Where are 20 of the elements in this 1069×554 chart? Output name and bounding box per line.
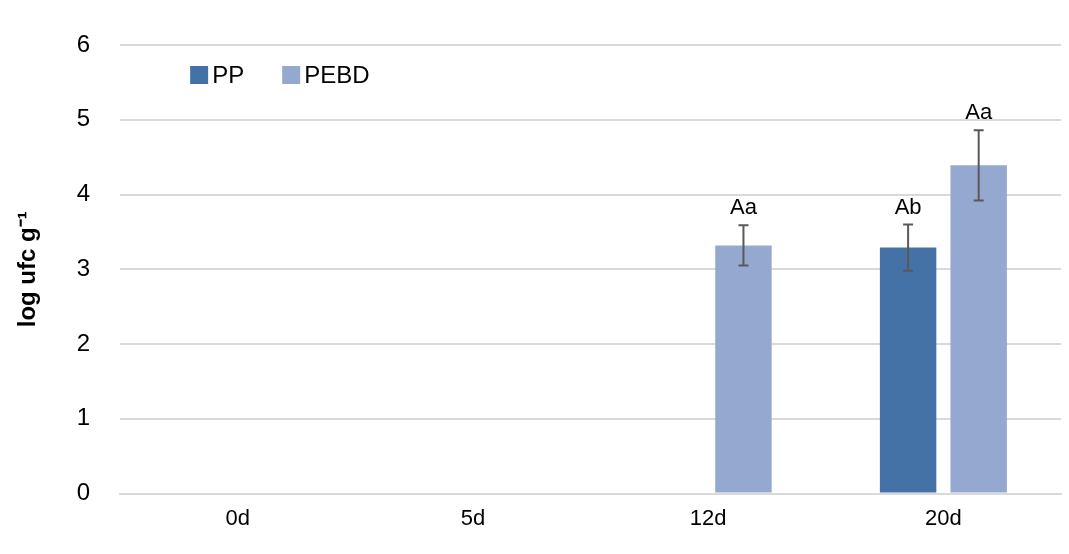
y-tick-label: 0 [76,478,91,506]
bar [715,245,772,493]
y-axis-title: log ufc g⁻¹ [13,211,41,328]
y-tick-label: 1 [76,403,91,431]
x-tick-label: 12d [689,504,727,530]
bar [879,247,937,493]
x-tick-label: 5d [460,504,486,530]
legend-label: PP [212,60,245,88]
legend-label: PEBD [304,60,370,88]
bar [950,165,1007,493]
data-label: Ab [894,193,922,219]
x-tick-label: 0d [225,504,250,530]
y-tick-label: 3 [76,253,91,281]
x-tick-label: 20d [925,504,962,530]
data-label: Aa [730,194,758,220]
data-label: Aa [965,99,993,125]
y-tick-label: 5 [76,104,91,132]
y-tick-label: 6 [76,29,91,57]
y-tick-label: 2 [76,328,91,356]
y-tick-label: 4 [76,179,91,207]
